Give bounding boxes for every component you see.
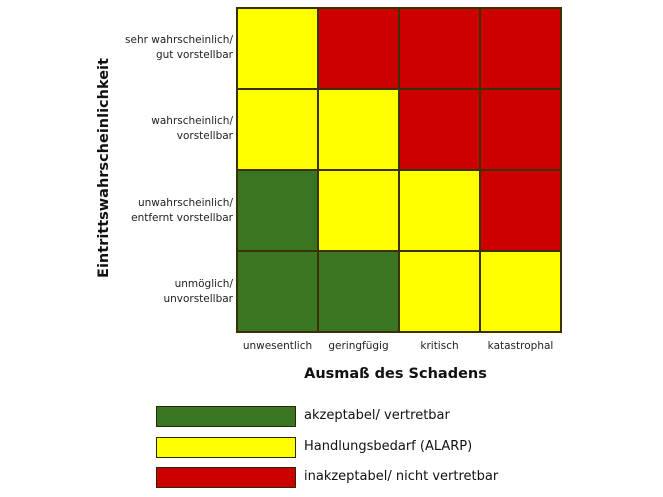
legend-label: akzeptabel/ vertretbar bbox=[304, 408, 450, 423]
matrix-cell bbox=[318, 170, 399, 251]
y-label-line2: gut vorstellbar bbox=[155, 49, 233, 61]
matrix-cell bbox=[480, 170, 561, 251]
y-axis-title: Eintrittswahrscheinlichkeit bbox=[96, 58, 112, 278]
y-label-line2: entfernt vorstellbar bbox=[131, 212, 233, 224]
legend-swatch-green bbox=[156, 406, 296, 427]
matrix-cell bbox=[318, 251, 399, 332]
y-label-line1: wahrscheinlich/ bbox=[151, 115, 233, 127]
matrix-cell bbox=[480, 89, 561, 170]
matrix-cell bbox=[399, 8, 480, 89]
matrix-cell bbox=[399, 170, 480, 251]
matrix-cell bbox=[399, 251, 480, 332]
x-label-col-2: geringfügig bbox=[328, 340, 389, 352]
legend-swatch-yellow bbox=[156, 437, 296, 458]
matrix-cell bbox=[237, 8, 318, 89]
y-label-row-1: sehr wahrscheinlich/ gut vorstellbar bbox=[83, 33, 233, 63]
matrix-cell bbox=[318, 8, 399, 89]
y-label-row-2: wahrscheinlich/ vorstellbar bbox=[83, 114, 233, 144]
matrix-cell bbox=[399, 89, 480, 170]
matrix-cell bbox=[237, 251, 318, 332]
legend-swatch-red bbox=[156, 467, 296, 488]
x-label-col-4: katastrophal bbox=[487, 340, 554, 352]
x-label-col-1: unwesentlich bbox=[242, 340, 313, 352]
y-label-line2: vorstellbar bbox=[176, 130, 233, 142]
legend-label: Handlungsbedarf (ALARP) bbox=[304, 439, 473, 454]
y-label-line1: sehr wahrscheinlich/ bbox=[125, 34, 233, 46]
matrix-cell bbox=[237, 89, 318, 170]
risk-matrix-grid bbox=[236, 7, 562, 333]
y-label-line2: unvorstellbar bbox=[163, 293, 233, 305]
y-label-line1: unwahrscheinlich/ bbox=[137, 197, 233, 209]
y-label-line1: unmöglich/ bbox=[174, 278, 233, 290]
x-axis-title: Ausmaß des Schadens bbox=[304, 366, 487, 382]
matrix-cell bbox=[237, 170, 318, 251]
x-label-col-3: kritisch bbox=[420, 340, 459, 352]
matrix-cell bbox=[318, 89, 399, 170]
matrix-cell bbox=[480, 8, 561, 89]
legend-label: inakzeptabel/ nicht vertretbar bbox=[304, 469, 499, 484]
y-label-row-3: unwahrscheinlich/ entfernt vorstellbar bbox=[83, 196, 233, 226]
matrix-cell bbox=[480, 251, 561, 332]
y-label-row-4: unmöglich/ unvorstellbar bbox=[83, 277, 233, 307]
